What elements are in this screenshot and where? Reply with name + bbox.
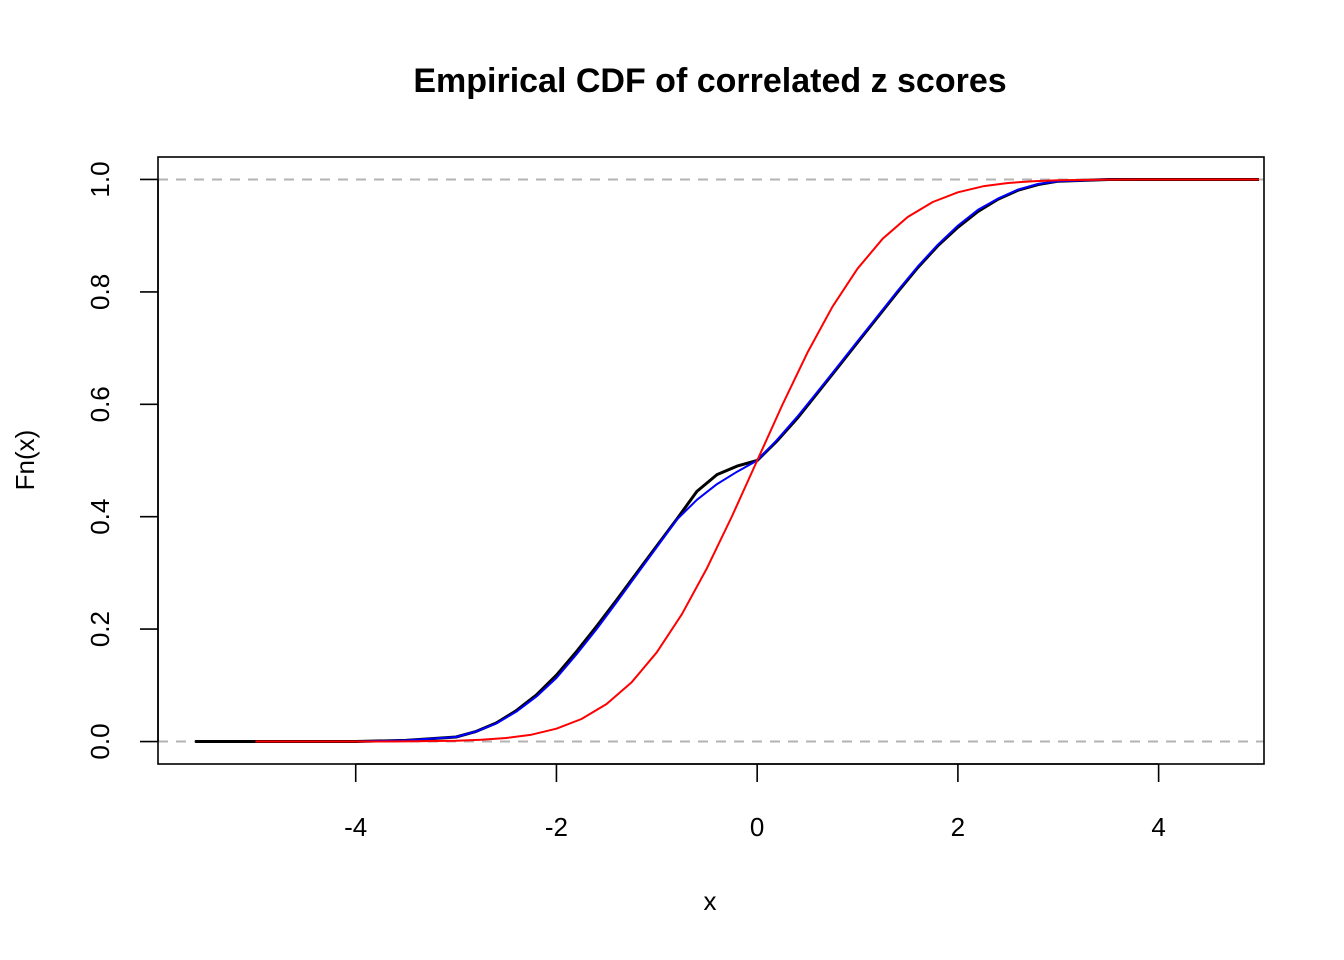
y-tick-label: 0.6 <box>85 386 115 422</box>
y-tick-label: 0.2 <box>85 611 115 647</box>
y-tick-label: 1.0 <box>85 161 115 197</box>
x-tick-label: 0 <box>750 812 764 842</box>
y-axis-label: Fn(x) <box>10 430 40 491</box>
x-tick-label: 4 <box>1151 812 1165 842</box>
y-tick-label: 0.4 <box>85 499 115 535</box>
y-tick-label: 0.0 <box>85 723 115 759</box>
y-axis: 0.0 0.2 0.4 0.6 0.8 1.0 <box>85 161 159 760</box>
y-tick-label: 0.8 <box>85 274 115 310</box>
series-line <box>255 178 1259 743</box>
x-tick-label: -4 <box>344 812 367 842</box>
x-tick-label: -2 <box>545 812 568 842</box>
series-layer <box>195 178 1259 743</box>
x-axis-label: x <box>704 886 717 916</box>
chart-title: Empirical CDF of correlated z scores <box>413 62 1006 100</box>
x-axis: -4 -2 0 2 4 <box>344 763 1166 842</box>
x-tick-label: 2 <box>951 812 965 842</box>
